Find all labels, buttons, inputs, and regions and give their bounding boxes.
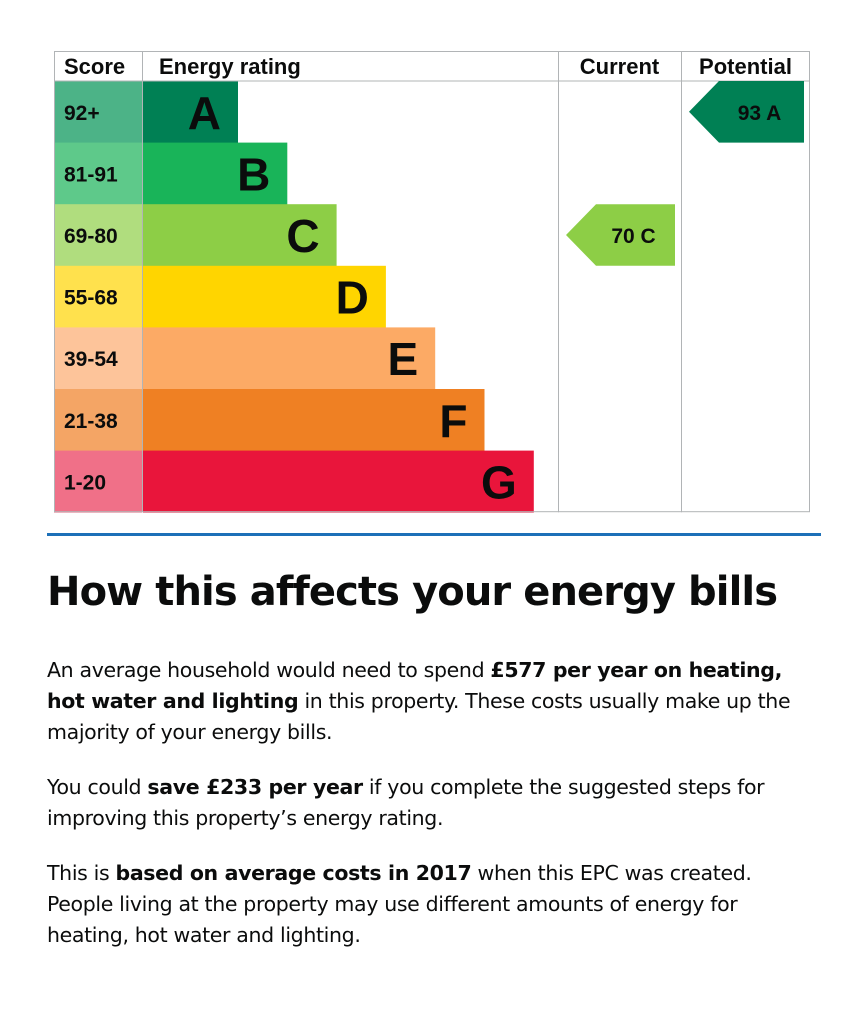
paragraph-text: if you complete the suggested steps for … — [47, 775, 765, 830]
cost-basis-paragraph: This is based on average costs in 2017 w… — [47, 858, 822, 951]
score-cell-f — [54, 389, 142, 451]
paragraph-text: You could — [47, 775, 148, 799]
score-cell-d — [54, 265, 142, 328]
section-divider — [47, 533, 821, 536]
current-rating-label: 70 C — [611, 225, 655, 248]
score-cell-c — [54, 204, 142, 267]
rating-bar-f — [143, 389, 485, 451]
score-range-label: 39-54 — [64, 348, 118, 371]
rating-letter: A — [188, 87, 221, 139]
score-cell-b — [54, 142, 142, 205]
potential-rating-arrow — [689, 81, 804, 143]
current-column-header: Current — [580, 54, 660, 79]
rating-letter: E — [388, 333, 419, 385]
current-rating-arrow — [566, 204, 675, 266]
score-range-label: 55-68 — [64, 287, 118, 310]
chart-frame — [54, 51, 810, 513]
rating-letter: B — [237, 148, 270, 200]
rating-letter: C — [286, 210, 319, 262]
rating-letter: G — [481, 456, 517, 508]
epc-rating-chart: 92+ A 81-91 B 69-80 C 55-68 D 39-54 E 21-38 F 1-20 G S… — [54, 51, 810, 513]
section-heading: How this affects your energy bills — [47, 569, 778, 615]
annual-cost-paragraph: An average household would need to spend… — [47, 655, 822, 748]
rating-bar-b — [143, 142, 288, 205]
score-range-label: 21-38 — [64, 410, 118, 433]
paragraph-text: when this EPC was created. People living… — [47, 861, 752, 947]
rating-bar-a — [143, 81, 238, 143]
score-column-header: Score — [64, 54, 125, 79]
score-cell-e — [54, 327, 142, 390]
paragraph-highlight: save £233 per year — [147, 775, 363, 799]
rating-bar-e — [143, 327, 436, 390]
rating-bar-c — [143, 204, 337, 267]
potential-column-header: Potential — [699, 54, 792, 79]
rating-column-header: Energy rating — [159, 54, 301, 79]
rating-bar-d — [143, 265, 386, 328]
score-cell-g — [54, 450, 142, 513]
score-range-label: 69-80 — [64, 225, 118, 248]
potential-rating-label: 93 A — [738, 102, 782, 125]
paragraph-highlight: based on average costs in 2017 — [115, 861, 472, 885]
paragraph-highlight: £577 per year on heating, hot water and … — [47, 658, 783, 713]
savings-paragraph: You could save £233 per year if you comp… — [47, 772, 822, 834]
paragraph-text: This is — [47, 861, 116, 885]
rating-letter: F — [439, 395, 467, 447]
paragraph-text: An average household would need to spend — [47, 658, 491, 682]
rating-letter: D — [336, 272, 369, 324]
rating-bar-g — [143, 450, 534, 513]
score-range-label: 1-20 — [64, 471, 106, 494]
score-range-label: 92+ — [64, 102, 100, 125]
score-range-label: 81-91 — [64, 163, 118, 186]
score-cell-a — [54, 81, 142, 143]
paragraph-text: in this property. These costs usually ma… — [47, 689, 791, 744]
